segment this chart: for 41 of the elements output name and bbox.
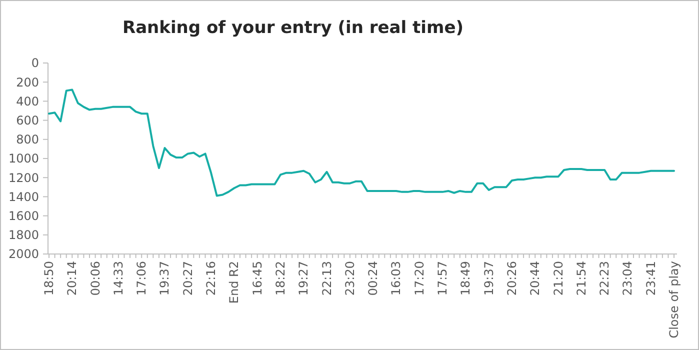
y-tick-label: 0 [31, 56, 39, 70]
x-tick-label: 16:45 [250, 261, 264, 296]
x-tick-label: 00:06 [88, 261, 102, 296]
y-tick-label: 600 [16, 114, 39, 128]
x-tick-label: 18:49 [458, 261, 473, 296]
x-tick-label: 17:20 [412, 261, 426, 296]
x-tick-label: 23:41 [644, 261, 658, 296]
x-tick-label: 17:06 [134, 261, 149, 296]
x-tick-label: 20:26 [504, 261, 519, 296]
x-tick-label: 18:22 [273, 261, 288, 296]
y-tick-label: 400 [16, 94, 39, 108]
y-tick-label: 1800 [8, 228, 39, 242]
x-tick-label: 22:13 [320, 261, 334, 296]
y-tick-label: 200 [16, 75, 39, 90]
x-tick-label: 00:24 [366, 261, 380, 296]
x-tick-label: 21:20 [551, 261, 566, 296]
x-tick-label: 17:57 [436, 261, 450, 296]
x-tick-label: 19:37 [482, 261, 496, 296]
x-tick-label: 22:23 [598, 261, 612, 296]
x-tick-label: 18:50 [42, 261, 56, 296]
y-tick-label: 800 [16, 132, 39, 147]
y-tick-label: 1400 [8, 190, 39, 204]
x-tick-label: 20:27 [180, 261, 195, 296]
x-tick-label: 21:54 [574, 261, 588, 296]
x-tick-label: 20:44 [528, 261, 542, 296]
x-tick-label: 20:14 [65, 261, 80, 296]
x-tick-label: Close of play [667, 261, 681, 338]
y-tick-label: 2000 [8, 247, 39, 262]
y-tick-label: 1000 [8, 152, 39, 166]
x-tick-label: End R2 [227, 261, 242, 304]
x-tick-label: 23:20 [342, 261, 357, 296]
y-tick-label: 1600 [8, 209, 39, 223]
chart-title: Ranking of your entry (in real time) [122, 18, 464, 38]
x-tick-label: 19:37 [158, 261, 172, 296]
line-series [48, 88, 675, 197]
x-tick-label: 22:16 [204, 261, 218, 296]
y-tick-label: 1200 [8, 170, 39, 185]
x-tick-label: 16:03 [389, 261, 404, 296]
x-tick-label: 19:27 [296, 261, 311, 296]
x-tick-label: 23:04 [620, 261, 635, 296]
x-tick-label: 14:33 [111, 261, 126, 296]
